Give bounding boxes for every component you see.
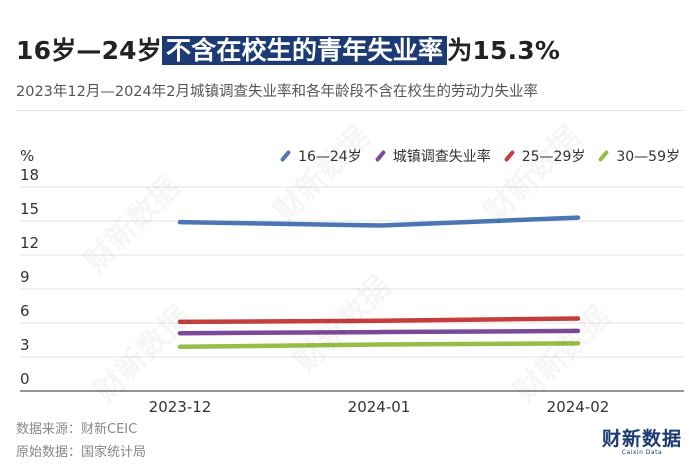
legend-swatch	[503, 149, 515, 163]
series-lines	[177, 215, 581, 350]
y-tick-label: 6	[20, 302, 30, 320]
x-tick-label: 2024-01	[348, 398, 411, 416]
legend-label: 16—24岁	[298, 149, 362, 165]
y-tick-label: 0	[20, 370, 30, 388]
y-tick-label: 15	[20, 200, 39, 218]
legend-label: 城镇调查失业率	[392, 149, 491, 165]
gridlines	[20, 186, 684, 392]
y-tick-label: 18	[20, 166, 39, 184]
x-tick-labels: 2023-12 2024-01 2024-02	[149, 398, 610, 416]
legend-label: 30—59岁	[616, 149, 680, 165]
legend-swatch	[374, 149, 386, 163]
legend-item: 城镇调查失业率	[374, 146, 491, 166]
data-source: 数据来源：财新CEIC	[16, 422, 138, 437]
legend-label: 25—29岁	[521, 149, 586, 165]
legend-swatch	[598, 149, 610, 163]
logo-sub-text: Caixin Data	[621, 449, 663, 456]
title-highlight: 不含在校生的青年失业率	[161, 36, 448, 65]
series-line	[177, 215, 581, 228]
series-line	[177, 328, 581, 336]
x-tick-label: 2024-02	[547, 398, 610, 416]
y-tick-label: 3	[20, 336, 30, 354]
y-axis-unit: %	[20, 147, 34, 165]
title-post: 为15.3%	[447, 36, 561, 65]
caixin-data-logo: 财新数据 Caixin Data	[602, 424, 682, 456]
series-line	[177, 341, 581, 350]
legend-item: 16—24岁	[279, 146, 362, 166]
title-pre: 16岁—24岁	[16, 36, 162, 65]
x-tick-label: 2023-12	[149, 398, 212, 416]
legend-swatch	[279, 149, 292, 163]
chart-subtitle: 2023年12月—2024年2月城镇调查失业率和各年龄段不含在校生的劳动力失业率	[16, 84, 538, 100]
y-tick-label: 9	[20, 268, 30, 286]
legend-item: 30—59岁	[597, 146, 680, 166]
header-divider	[16, 110, 684, 111]
chart-title: 16岁—24岁 不含在校生的青年失业率 为15.3%	[16, 34, 560, 68]
series-line	[177, 316, 581, 325]
y-tick-labels: 0 3 6 9 12 15 18	[20, 166, 39, 388]
legend-item: 25—29岁	[503, 146, 586, 166]
logo-main-text: 财新数据	[601, 428, 682, 450]
raw-data-source: 原始数据：国家统计局	[16, 445, 147, 460]
y-tick-label: 12	[20, 234, 39, 252]
legend: 16—24岁 城镇调查失业率 25—29岁 30—59岁	[279, 146, 680, 166]
